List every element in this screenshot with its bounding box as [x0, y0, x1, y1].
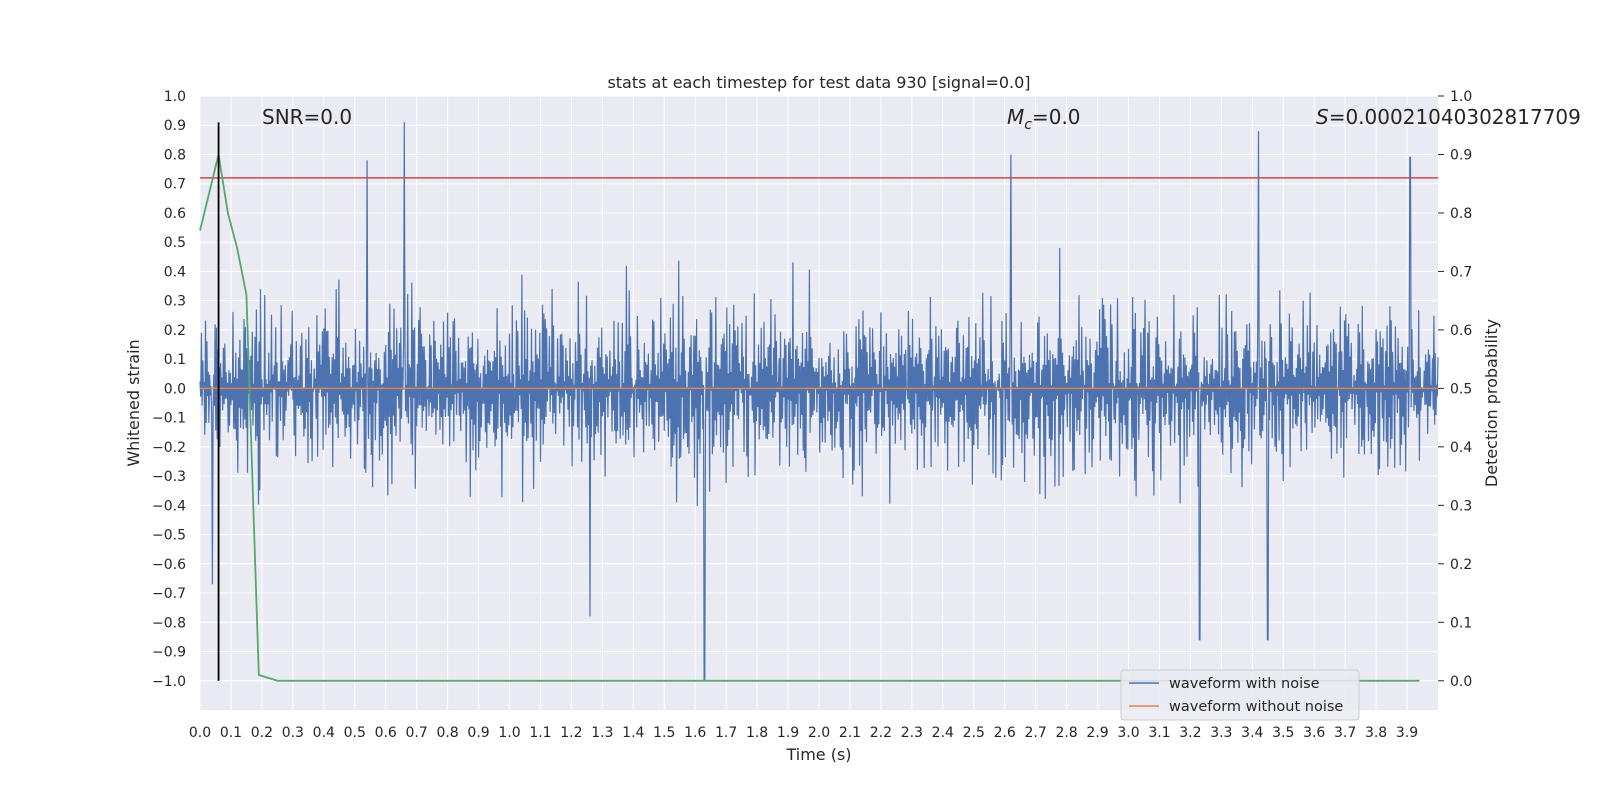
x-tick-label: 2.2: [870, 725, 892, 741]
x-tick-label: 3.4: [1241, 725, 1263, 741]
x-tick-label: 2.8: [1055, 725, 1077, 741]
x-tick-label: 2.6: [994, 725, 1016, 741]
x-tick-label: 2.3: [901, 725, 923, 741]
legend-label-noise: waveform with noise: [1169, 676, 1320, 692]
y-tick-label-left: −0.4: [152, 498, 186, 514]
y-tick-label-left: −0.3: [152, 469, 186, 485]
axes-layer: 0.0 0.1 0.2 0.3 0.4 0.5 0.6 0.7 0.8 0.9 1.0 1.1 1.2 1…: [152, 89, 1472, 741]
x-tick-label: 1.0: [498, 725, 520, 741]
x-tick-label: 2.0: [808, 725, 830, 741]
y-tick-label-left: −0.8: [152, 615, 186, 631]
y-tick-label-left: −0.2: [152, 440, 186, 456]
y-tick-label-left: 0.0: [164, 381, 186, 397]
y-tick-label-left: −0.6: [152, 557, 186, 573]
y-tick-label-right: 0.4: [1450, 440, 1472, 456]
x-tick-label: 2.9: [1086, 725, 1108, 741]
y-tick-label-right: 0.6: [1450, 323, 1472, 339]
x-tick-label: 1.3: [591, 725, 613, 741]
y-tick-label-left: −0.7: [152, 586, 186, 602]
y-tick-label-left: −1.0: [152, 674, 186, 690]
x-tick-label: 0.8: [436, 725, 458, 741]
snr-annotation: SNR=0.0: [262, 105, 352, 129]
x-tick-label: 3.9: [1396, 725, 1418, 741]
x-tick-label: 0.3: [282, 725, 304, 741]
mc-subscript: c: [1024, 117, 1032, 133]
x-tick-label: 3.7: [1334, 725, 1356, 741]
s-annotation: S=0.00021040302817709: [1316, 105, 1581, 129]
x-tick-label: 3.8: [1365, 725, 1387, 741]
x-tick-label: 0.6: [375, 725, 397, 741]
y-tick-label-left: −0.9: [152, 645, 186, 661]
x-tick-label: 3.5: [1272, 725, 1294, 741]
legend: waveform with noise waveform without noi…: [1120, 669, 1360, 721]
x-tick-label: 3.6: [1303, 725, 1325, 741]
y-tick-label-right: 1.0: [1450, 89, 1472, 105]
y-axis-label-right: Detection probability: [1482, 319, 1501, 487]
x-tick-label: 1.4: [622, 725, 644, 741]
x-tick-label: 3.3: [1210, 725, 1232, 741]
x-tick-label: 0.2: [251, 725, 273, 741]
x-tick-label: 1.5: [653, 725, 675, 741]
legend-box: [1120, 669, 1360, 721]
y-tick-label-right: 0.9: [1450, 147, 1472, 163]
x-tick-label: 3.0: [1117, 725, 1139, 741]
y-tick-label-right: 0.8: [1450, 206, 1472, 222]
x-tick-label: 2.7: [1025, 725, 1047, 741]
x-tick-label: 1.7: [715, 725, 737, 741]
x-tick-label: 1.8: [746, 725, 768, 741]
y-tick-label-right: 0.0: [1450, 674, 1472, 690]
x-tick-label: 2.1: [839, 725, 861, 741]
x-tick-label: 0.1: [220, 725, 242, 741]
x-tick-label: 0.0: [189, 725, 211, 741]
x-tick-label: 3.2: [1179, 725, 1201, 741]
chart-title: stats at each timestep for test data 930…: [607, 73, 1030, 92]
mc-symbol: M: [1007, 105, 1024, 129]
y-tick-label-left: 0.8: [164, 147, 186, 163]
mc-value: =0.0: [1032, 105, 1081, 129]
x-tick-label: 1.9: [777, 725, 799, 741]
y-tick-label-right: 0.5: [1450, 381, 1472, 397]
x-tick-label: 1.2: [560, 725, 582, 741]
mc-annotation: Mc=0.0: [1007, 105, 1081, 133]
series-layer: [199, 122, 1439, 682]
y-tick-label-right: 0.1: [1450, 615, 1472, 631]
y-tick-label-left: 0.4: [164, 264, 186, 280]
x-tick-label: 0.4: [313, 725, 335, 741]
y-tick-label-left: 0.6: [164, 206, 186, 222]
legend-label-clean: waveform without noise: [1169, 699, 1343, 715]
y-axis-label-left: Whitened strain: [124, 339, 143, 466]
x-tick-label: 3.1: [1148, 725, 1170, 741]
x-tick-label: 0.7: [406, 725, 428, 741]
y-tick-label-left: 0.2: [164, 323, 186, 339]
y-tick-label-left: 0.5: [164, 235, 186, 251]
y-tick-label-left: −0.5: [152, 528, 186, 544]
y-tick-label-right: 0.3: [1450, 498, 1472, 514]
series-waveform-with-noise: [199, 122, 1439, 682]
x-tick-label: 2.4: [932, 725, 954, 741]
y-tick-label-left: 0.1: [164, 352, 186, 368]
y-tick-label-left: 0.7: [164, 177, 186, 193]
x-tick-label: 0.9: [467, 725, 489, 741]
y-tick-label-right: 0.7: [1450, 264, 1472, 280]
y-tick-label-left: 1.0: [164, 89, 186, 105]
x-tick-label: 1.1: [529, 725, 551, 741]
y-tick-label-left: 0.3: [164, 294, 186, 310]
s-symbol: S: [1316, 105, 1329, 129]
y-tick-label-left: 0.9: [164, 118, 186, 134]
s-value: =0.00021040302817709: [1329, 105, 1581, 129]
series-detection-probability: [199, 154, 1420, 682]
x-tick-label: 0.5: [344, 725, 366, 741]
x-tick-label: 2.5: [963, 725, 985, 741]
x-tick-label: 1.6: [684, 725, 706, 741]
y-tick-label-right: 0.2: [1450, 557, 1472, 573]
y-tick-label-left: −0.1: [152, 411, 186, 427]
x-axis-label: Time (s): [785, 745, 851, 764]
